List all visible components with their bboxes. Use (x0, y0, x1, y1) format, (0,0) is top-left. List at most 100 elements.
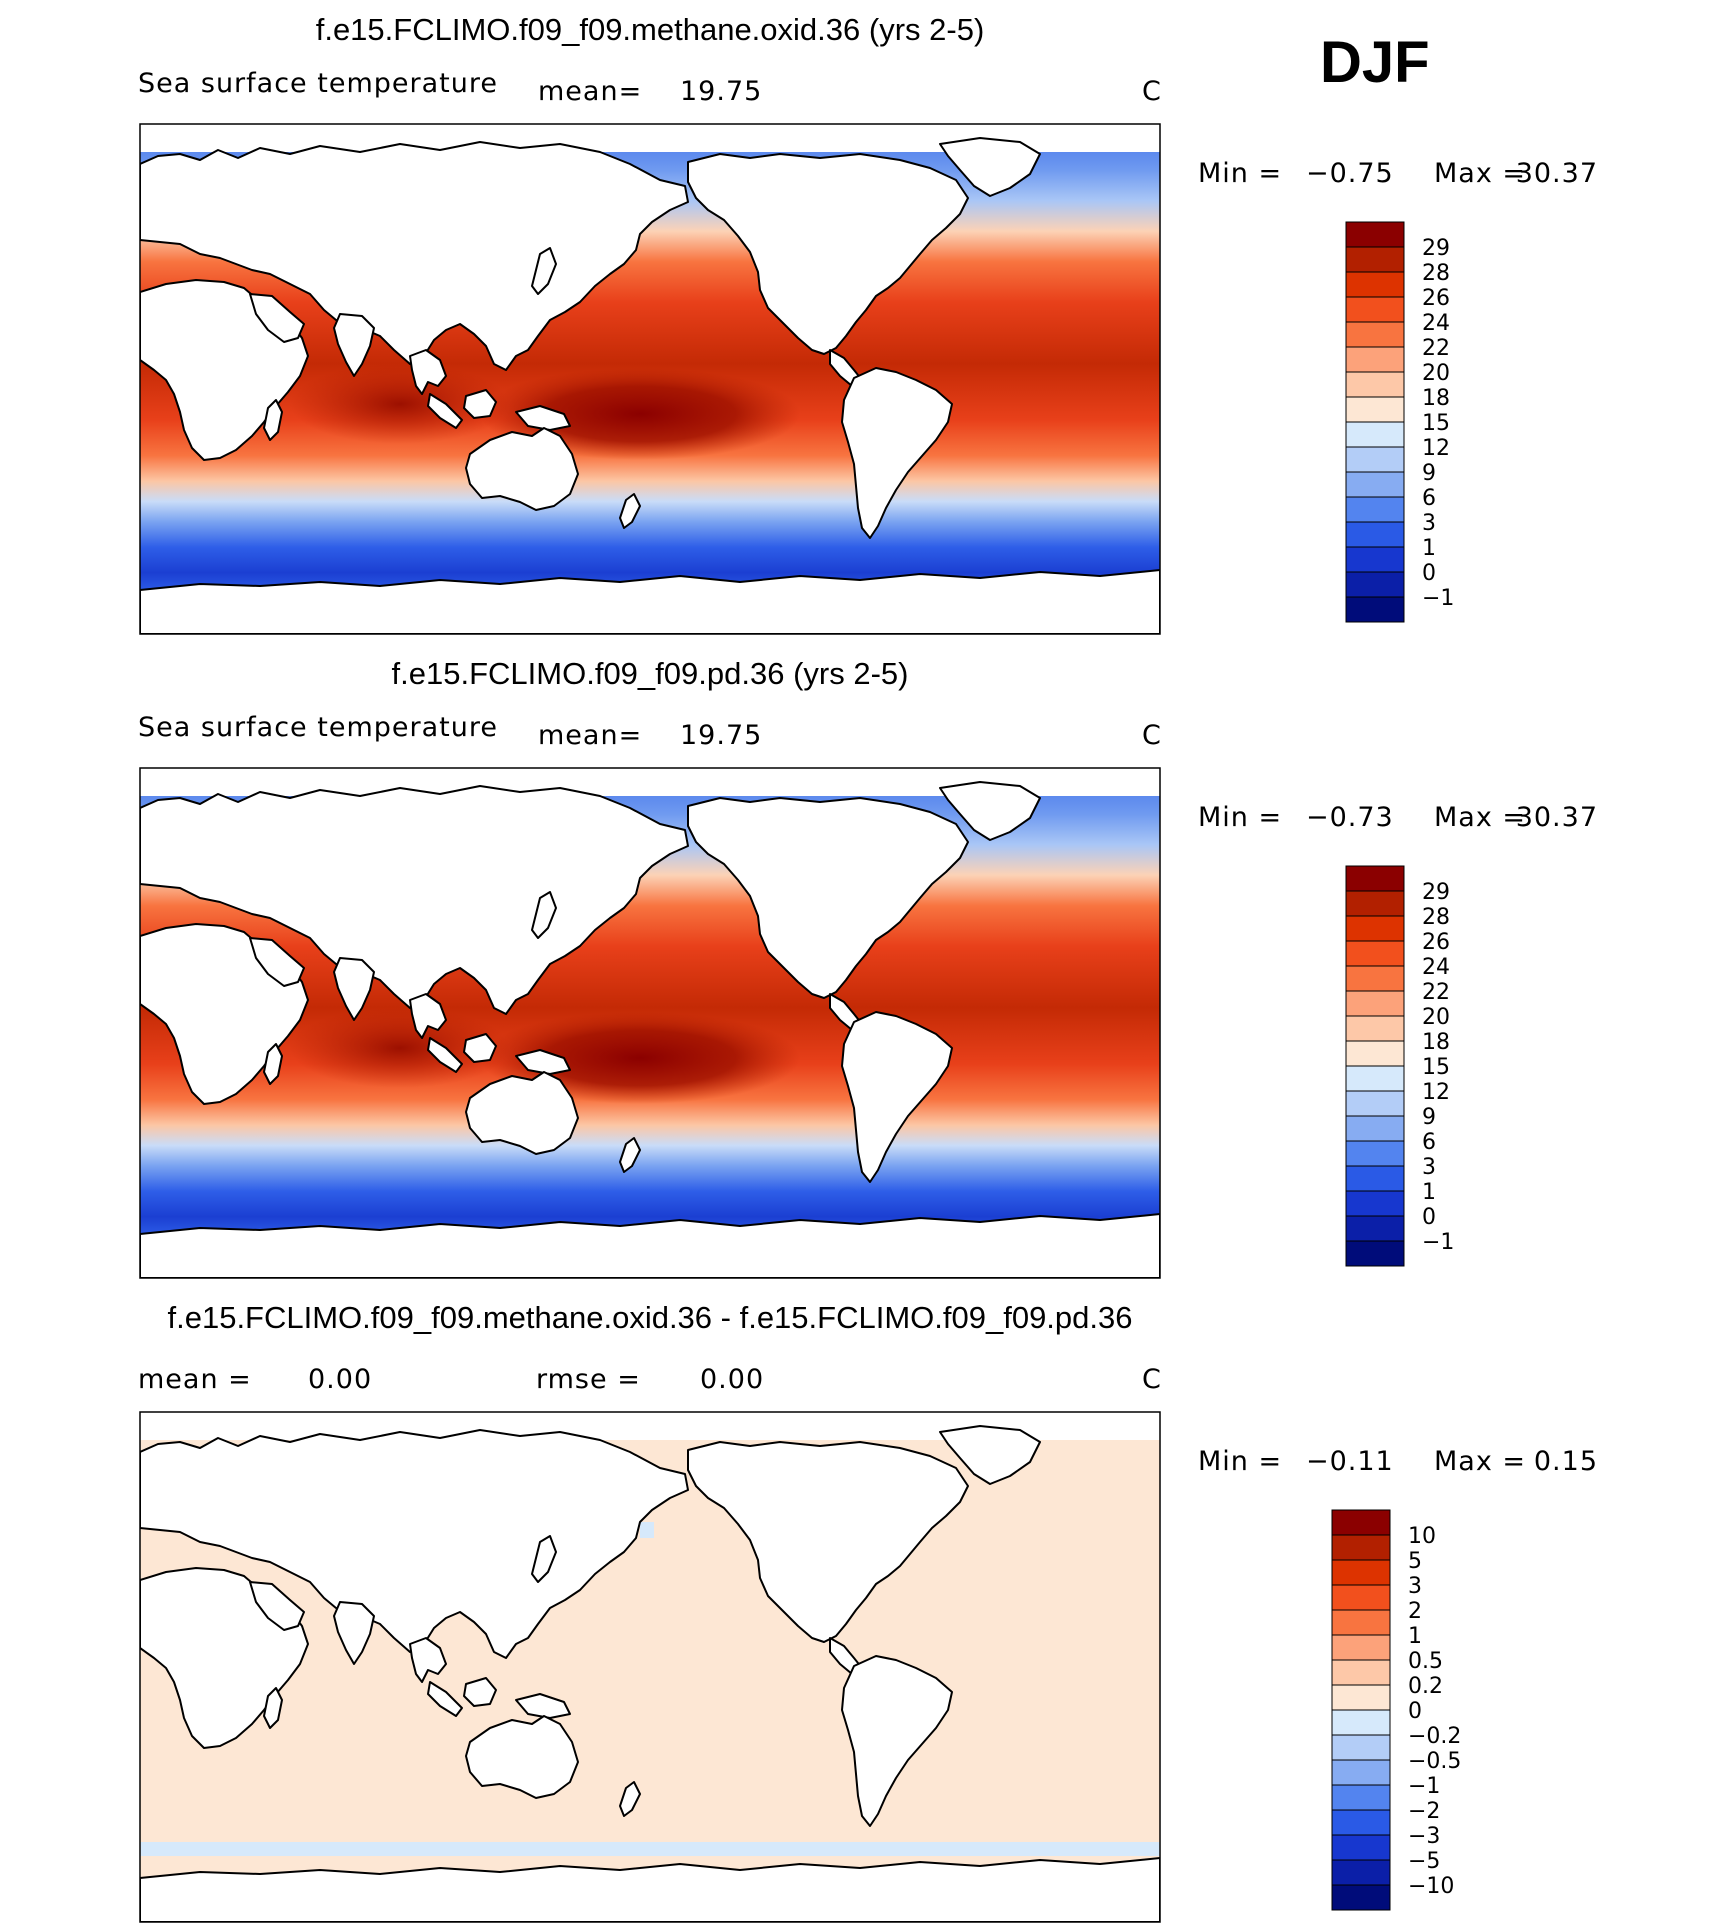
colorbar-box (1345, 1240, 1405, 1267)
colorbar-tick: −2 (1408, 1799, 1440, 1824)
stat1-value: 19.75 (680, 720, 762, 751)
colorbar-tick: 1 (1422, 536, 1436, 561)
colorbar-box (1345, 396, 1405, 423)
colorbar-tick: −0.5 (1408, 1749, 1461, 1774)
colorbar-tick: 0 (1422, 561, 1436, 586)
colorbar-tick: 22 (1422, 336, 1450, 361)
colorbar-tick: 3 (1422, 511, 1436, 536)
colorbar-box (1331, 1784, 1391, 1811)
colorbar-tick: 0 (1408, 1699, 1422, 1724)
colorbar-box (1331, 1734, 1391, 1761)
colorbar-box (1331, 1709, 1391, 1736)
colorbar-tick: −1 (1422, 1230, 1454, 1255)
colorbar-tick: 12 (1422, 436, 1450, 461)
season-label: DJF (1320, 30, 1430, 95)
min-label: Min = (1198, 802, 1282, 833)
colorbar-box (1345, 321, 1405, 348)
colorbar-tick: −3 (1408, 1824, 1440, 1849)
max-label: Max = (1434, 1446, 1526, 1477)
colorbar-box (1345, 915, 1405, 942)
southern-band (140, 1842, 1160, 1856)
colorbar-tick: 15 (1422, 1055, 1450, 1080)
min-value: −0.11 (1306, 1446, 1394, 1477)
colorbar-box (1345, 1040, 1405, 1067)
panel-title: f.e15.FCLIMO.f09_f09.pd.36 (yrs 2-5) (392, 656, 909, 691)
colorbar-box (1345, 1115, 1405, 1142)
min-value: −0.75 (1306, 158, 1394, 189)
colorbar-tick: −0.2 (1408, 1724, 1461, 1749)
variable-name: Sea surface temperature (138, 712, 498, 743)
colorbar-box (1345, 496, 1405, 523)
colorbar-box (1345, 546, 1405, 573)
map-area (140, 124, 1160, 634)
panel-3: f.e15.FCLIMO.f09_f09.methane.oxid.36 - f… (138, 1300, 1598, 1923)
map-area (140, 1412, 1160, 1922)
colorbar-tick: 9 (1422, 461, 1436, 486)
map-frame (139, 1411, 1161, 1923)
max-label: Max = (1434, 158, 1526, 189)
map-area (140, 768, 1160, 1278)
colorbar-box (1345, 1090, 1405, 1117)
stat1-value: 0.00 (308, 1364, 372, 1395)
colorbar-box (1331, 1809, 1391, 1836)
colorbar-tick: 20 (1422, 1005, 1450, 1030)
colorbar-box (1331, 1659, 1391, 1686)
colorbar-box (1345, 865, 1405, 892)
max-value: 30.37 (1516, 802, 1598, 833)
panel-title: f.e15.FCLIMO.f09_f09.methane.oxid.36 - f… (168, 1300, 1133, 1335)
colorbar-tick: 22 (1422, 980, 1450, 1005)
colorbar-box (1345, 1065, 1405, 1092)
max-value: 0.15 (1534, 1446, 1598, 1477)
colorbar-tick: 3 (1422, 1155, 1436, 1180)
colorbar-tick: 18 (1422, 386, 1450, 411)
stat1-label: mean= (538, 76, 642, 107)
panels: f.e15.FCLIMO.f09_f09.methane.oxid.36 (yr… (138, 12, 1598, 1923)
colorbar-box (1345, 1165, 1405, 1192)
colorbar-tick: 12 (1422, 1080, 1450, 1105)
colorbar-box (1345, 246, 1405, 273)
stat1-label: mean= (538, 720, 642, 751)
colorbar-box (1331, 1834, 1391, 1861)
colorbar-box (1345, 446, 1405, 473)
colorbar-box (1345, 596, 1405, 623)
colorbar-tick: 2 (1408, 1599, 1422, 1624)
colorbar-box (1345, 421, 1405, 448)
colorbar-box (1345, 221, 1405, 248)
colorbar-tick: 20 (1422, 361, 1450, 386)
colorbar-box (1331, 1634, 1391, 1661)
colorbar-box (1345, 271, 1405, 298)
colorbar-box (1345, 471, 1405, 498)
colorbar-box (1331, 1559, 1391, 1586)
colorbar-tick: 24 (1422, 955, 1450, 980)
panel-1: f.e15.FCLIMO.f09_f09.methane.oxid.36 (yr… (138, 12, 1598, 635)
colorbar-box (1345, 965, 1405, 992)
colorbar-box (1345, 1215, 1405, 1242)
colorbar-tick: 6 (1422, 486, 1436, 511)
stat2-value: 0.00 (700, 1364, 764, 1395)
colorbar-tick: −1 (1422, 586, 1454, 611)
colorbar-tick: 0.2 (1408, 1674, 1443, 1699)
min-value: −0.73 (1306, 802, 1394, 833)
colorbar-box (1331, 1509, 1391, 1536)
colorbar-tick: 3 (1408, 1574, 1422, 1599)
colorbar-tick: 26 (1422, 286, 1450, 311)
stat1-value: 19.75 (680, 76, 762, 107)
colorbar-box (1345, 346, 1405, 373)
colorbar-box (1331, 1759, 1391, 1786)
colorbar-tick: 18 (1422, 1030, 1450, 1055)
units-label: C (1142, 720, 1162, 751)
colorbar-box (1345, 296, 1405, 323)
colorbar-box (1331, 1584, 1391, 1611)
colorbar-tick: 24 (1422, 311, 1450, 336)
max-value: 30.37 (1516, 158, 1598, 189)
colorbar-tick: −10 (1408, 1874, 1454, 1899)
colorbar-box (1345, 990, 1405, 1017)
colorbar-box (1331, 1859, 1391, 1886)
colorbar-box (1345, 940, 1405, 967)
colorbar-tick: 29 (1422, 880, 1450, 905)
stat1-label: mean = (138, 1364, 252, 1395)
